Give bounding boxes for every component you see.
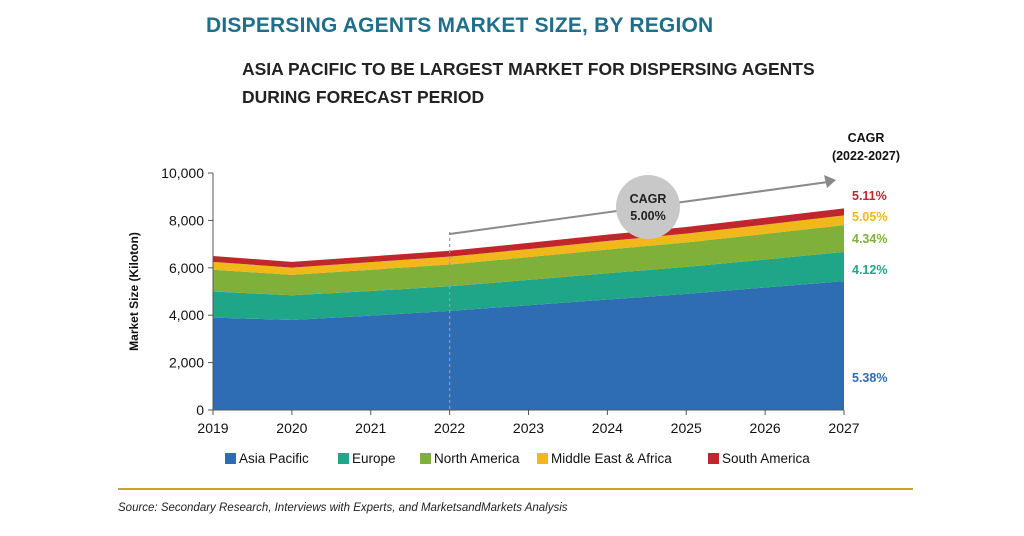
x-tick-label: 2021 [355, 420, 386, 436]
cagr-bubble [616, 175, 680, 239]
legend-swatch [537, 453, 548, 464]
x-tick-label: 2027 [828, 420, 859, 436]
y-tick-label: 6,000 [169, 260, 204, 276]
legend-label: South America [722, 451, 810, 466]
legend-swatch [420, 453, 431, 464]
source-note: Source: Secondary Research, Interviews w… [118, 502, 568, 514]
axes: 0 2,000 4,000 6,000 8,000 10,000 2019 2020 2021 2… [127, 165, 860, 436]
cagr-value-label: 4.34% [852, 232, 887, 246]
x-tick-label: 2022 [434, 420, 465, 436]
x-tick-label: 2026 [750, 420, 781, 436]
cagr-bubble-value: 5.00% [630, 209, 665, 223]
cagr-arrowhead [824, 175, 836, 188]
y-tick-label: 4,000 [169, 307, 204, 323]
x-tick-label: 2020 [276, 420, 307, 436]
legend-label: North America [434, 451, 520, 466]
area-north-america [213, 225, 844, 296]
y-tick-label: 0 [196, 402, 204, 418]
y-axis-label: Market Size (Kiloton) [127, 232, 141, 351]
legend-label: Middle East & Africa [551, 451, 672, 466]
legend-swatch [225, 453, 236, 464]
cagr-period: (2022-2027) [832, 149, 900, 163]
cagr-header: CAGR [848, 131, 885, 145]
x-tick-label: 2025 [671, 420, 702, 436]
legend-swatch [338, 453, 349, 464]
chart-title: DISPERSING AGENTS MARKET SIZE, BY REGION [206, 14, 714, 37]
x-tick-label: 2019 [197, 420, 228, 436]
cagr-bubble-label: CAGR [630, 192, 667, 206]
legend-label: Europe [352, 451, 396, 466]
legend-label: Asia Pacific [239, 451, 309, 466]
cagr-value-label: 5.11% [852, 189, 887, 203]
source-divider [118, 488, 913, 490]
cagr-value-label: 5.38% [852, 371, 887, 385]
chart-subtitle: ASIA PACIFIC TO BE LARGEST MARKET FOR DI… [242, 59, 815, 107]
x-tick-label: 2024 [592, 420, 623, 436]
x-tick-label: 2023 [513, 420, 544, 436]
area-south-america [213, 208, 844, 268]
area-asia-pacific [213, 281, 844, 410]
cagr-value-label: 5.05% [852, 210, 887, 224]
area-middle-east-africa [213, 215, 844, 275]
annotations: CAGR 5.00% CAGR (2022-2027) 5.38% 4.12% 4.34% 5… [449, 131, 900, 410]
cagr-value-label: 4.12% [852, 263, 887, 277]
y-tick-label: 2,000 [169, 355, 204, 371]
legend: Asia Pacific Europe North America Middle Ea… [225, 451, 810, 466]
area-europe [213, 251, 844, 320]
y-tick-label: 10,000 [161, 165, 204, 181]
area-layers [213, 208, 844, 410]
y-tick-label: 8,000 [169, 212, 204, 228]
legend-swatch [708, 453, 719, 464]
